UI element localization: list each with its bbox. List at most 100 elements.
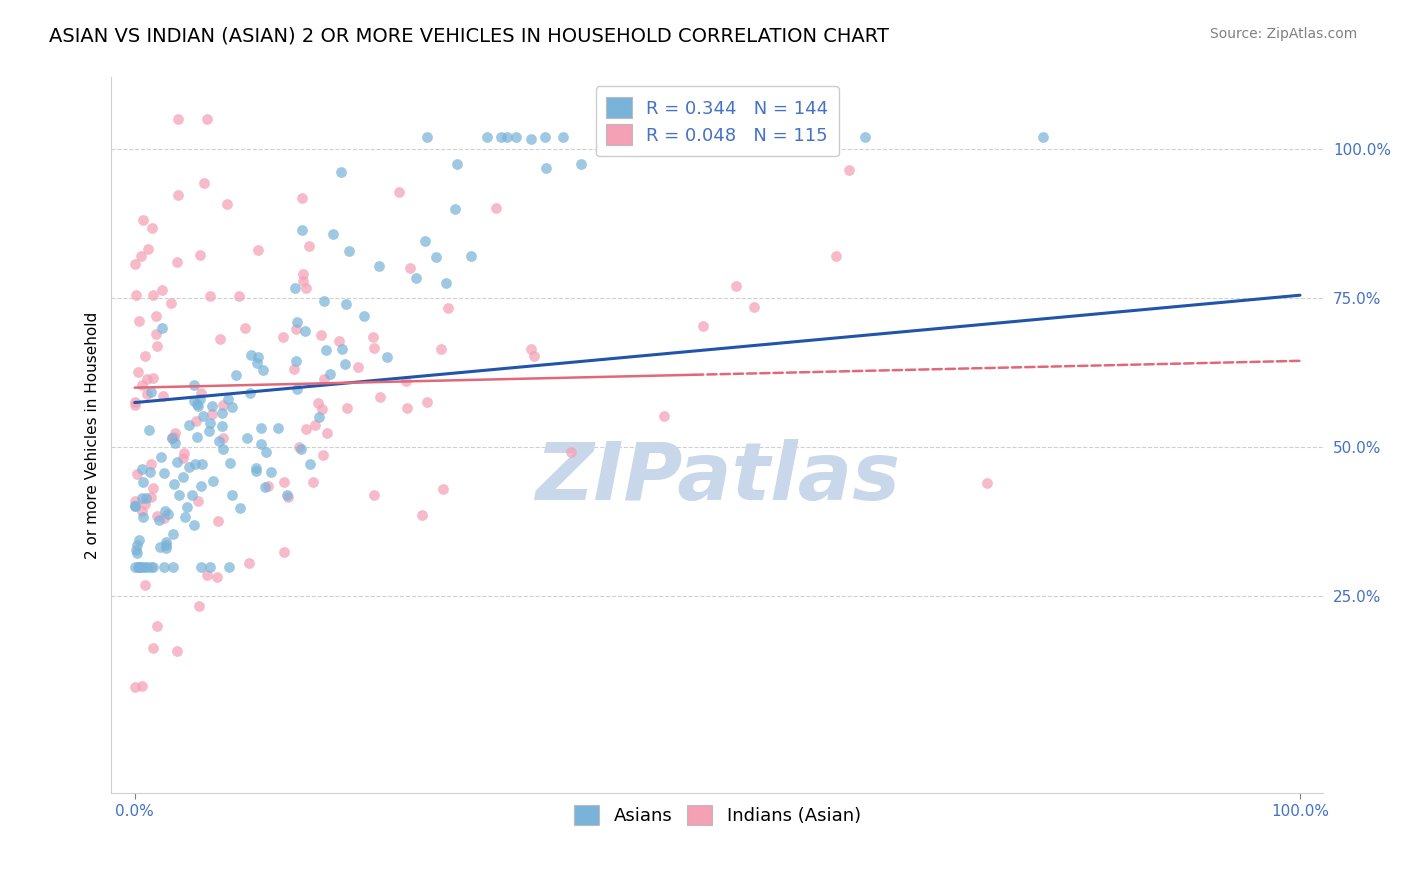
Point bbox=[127, 559, 149, 574]
Point bbox=[520, 342, 543, 356]
Point bbox=[603, 130, 626, 145]
Point bbox=[155, 535, 177, 549]
Point bbox=[375, 350, 398, 364]
Point bbox=[304, 418, 326, 433]
Point bbox=[195, 567, 218, 582]
Point bbox=[228, 289, 250, 303]
Point bbox=[569, 156, 592, 170]
Point bbox=[238, 556, 260, 570]
Point bbox=[132, 213, 155, 227]
Point bbox=[254, 445, 277, 459]
Point bbox=[311, 402, 333, 417]
Point bbox=[267, 421, 290, 435]
Text: Source: ZipAtlas.com: Source: ZipAtlas.com bbox=[1209, 27, 1357, 41]
Point bbox=[135, 559, 157, 574]
Point bbox=[322, 227, 344, 241]
Point bbox=[291, 274, 314, 288]
Point bbox=[221, 400, 243, 414]
Point bbox=[288, 440, 311, 454]
Y-axis label: 2 or more Vehicles in Household: 2 or more Vehicles in Household bbox=[86, 312, 100, 559]
Point bbox=[664, 112, 686, 127]
Point bbox=[177, 460, 200, 475]
Point bbox=[489, 130, 512, 145]
Point bbox=[188, 599, 211, 614]
Point bbox=[1032, 130, 1054, 145]
Point bbox=[346, 360, 368, 375]
Point bbox=[246, 243, 269, 257]
Point bbox=[177, 417, 200, 432]
Point bbox=[188, 392, 211, 406]
Point bbox=[138, 424, 160, 438]
Point bbox=[534, 161, 557, 176]
Point bbox=[437, 301, 460, 315]
Point bbox=[191, 457, 214, 471]
Point bbox=[245, 461, 267, 475]
Point bbox=[141, 559, 163, 574]
Point bbox=[198, 416, 221, 430]
Point bbox=[142, 481, 165, 495]
Point bbox=[276, 487, 298, 501]
Point bbox=[148, 513, 170, 527]
Point bbox=[368, 390, 391, 404]
Point bbox=[446, 157, 468, 171]
Point bbox=[212, 442, 235, 456]
Point bbox=[124, 559, 146, 574]
Point bbox=[295, 281, 318, 295]
Point bbox=[134, 578, 156, 592]
Point bbox=[208, 434, 231, 448]
Point bbox=[135, 491, 157, 506]
Point bbox=[229, 500, 252, 515]
Point bbox=[208, 332, 231, 346]
Point bbox=[312, 448, 335, 462]
Point bbox=[688, 130, 710, 145]
Point bbox=[176, 500, 198, 514]
Point bbox=[125, 542, 148, 557]
Point bbox=[312, 294, 335, 309]
Point bbox=[131, 679, 153, 693]
Point bbox=[297, 238, 319, 252]
Point bbox=[131, 491, 153, 505]
Point bbox=[193, 176, 215, 190]
Point bbox=[336, 401, 359, 415]
Point bbox=[124, 398, 146, 412]
Point bbox=[163, 429, 186, 443]
Point bbox=[444, 202, 467, 217]
Point bbox=[124, 680, 146, 694]
Point bbox=[141, 458, 163, 472]
Point bbox=[150, 321, 173, 335]
Point bbox=[253, 480, 276, 494]
Point bbox=[146, 339, 169, 353]
Point bbox=[363, 341, 385, 355]
Point bbox=[172, 450, 194, 465]
Point bbox=[247, 350, 270, 364]
Point bbox=[430, 343, 453, 357]
Point bbox=[436, 276, 458, 290]
Point bbox=[367, 260, 389, 274]
Point bbox=[236, 431, 259, 445]
Point bbox=[717, 130, 740, 145]
Point bbox=[855, 130, 877, 145]
Point bbox=[187, 494, 209, 508]
Point bbox=[205, 570, 228, 584]
Text: ASIAN VS INDIAN (ASIAN) 2 OR MORE VEHICLES IN HOUSEHOLD CORRELATION CHART: ASIAN VS INDIAN (ASIAN) 2 OR MORE VEHICL… bbox=[49, 27, 889, 45]
Point bbox=[129, 249, 152, 263]
Point bbox=[166, 454, 188, 468]
Point bbox=[166, 188, 188, 202]
Point bbox=[353, 309, 375, 323]
Point bbox=[315, 343, 337, 357]
Point bbox=[186, 430, 208, 444]
Point bbox=[128, 313, 150, 327]
Point bbox=[212, 398, 235, 412]
Point bbox=[149, 450, 172, 465]
Point bbox=[124, 395, 146, 409]
Point bbox=[173, 509, 195, 524]
Point bbox=[152, 559, 174, 574]
Point bbox=[188, 247, 211, 261]
Point bbox=[706, 130, 728, 145]
Point bbox=[159, 295, 181, 310]
Point bbox=[416, 130, 439, 145]
Point bbox=[285, 382, 308, 396]
Point bbox=[308, 409, 330, 424]
Point bbox=[523, 349, 546, 363]
Point bbox=[207, 514, 229, 528]
